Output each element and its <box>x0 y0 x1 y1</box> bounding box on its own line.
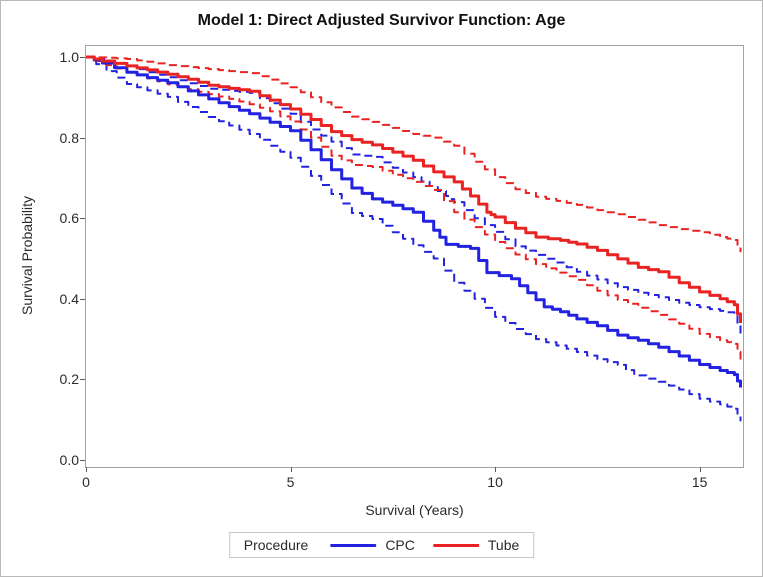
x-tick-mark-10 <box>495 467 497 472</box>
x-tick-label-15: 15 <box>691 474 708 490</box>
y-tick-mark-0.2 <box>80 379 85 381</box>
y-tick-label-1.0: 1.0 <box>59 49 79 65</box>
series-tube <box>86 55 742 323</box>
y-tick-mark-0.0 <box>80 460 85 461</box>
legend-item-cpc: CPC <box>330 537 415 553</box>
x-tick-label-0: 0 <box>82 474 90 490</box>
chart-title: Model 1: Direct Adjusted Survivor Functi… <box>197 12 566 29</box>
y-tick-label-0.6: 0.6 <box>59 210 79 227</box>
tube-line-swatch <box>432 543 479 547</box>
x-tick-label-10: 10 <box>487 474 503 490</box>
y-tick-mark-0.6 <box>80 218 85 220</box>
x-axis-title: Survival (Years) <box>365 502 464 518</box>
y-tick-label-0.4: 0.4 <box>59 290 79 307</box>
series-cpc-95-ci-upper <box>86 56 742 334</box>
x-tick-mark-5 <box>290 467 292 472</box>
y-axis-title: Survival Probability <box>19 195 35 316</box>
y-tick-mark-0.8 <box>80 137 85 139</box>
x-tick-label-5: 5 <box>286 474 295 490</box>
legend-label-tube: Tube <box>487 537 520 553</box>
legend: Procedure CPC Tube <box>228 532 535 558</box>
legend-title: Procedure <box>243 537 309 553</box>
series-cpc <box>86 55 742 388</box>
legend-item-tube: Tube <box>432 537 520 553</box>
y-tick-label-0.8: 0.8 <box>59 129 79 146</box>
y-tick-label-0.2: 0.2 <box>59 371 79 388</box>
x-tick-mark-0 <box>86 467 87 472</box>
series-tube-95-ci-upper <box>86 56 742 253</box>
survival-curves-canvas <box>86 55 742 422</box>
plot-area <box>85 45 744 468</box>
y-tick-label-0.0: 0.0 <box>59 452 79 468</box>
legend-label-cpc: CPC <box>385 537 415 553</box>
y-tick-mark-0.4 <box>80 298 85 300</box>
series-cpc-95-ci-lower <box>86 56 742 422</box>
cpc-line-swatch <box>330 543 377 547</box>
x-tick-mark-15 <box>699 467 701 472</box>
y-tick-mark-1.0 <box>80 57 85 58</box>
